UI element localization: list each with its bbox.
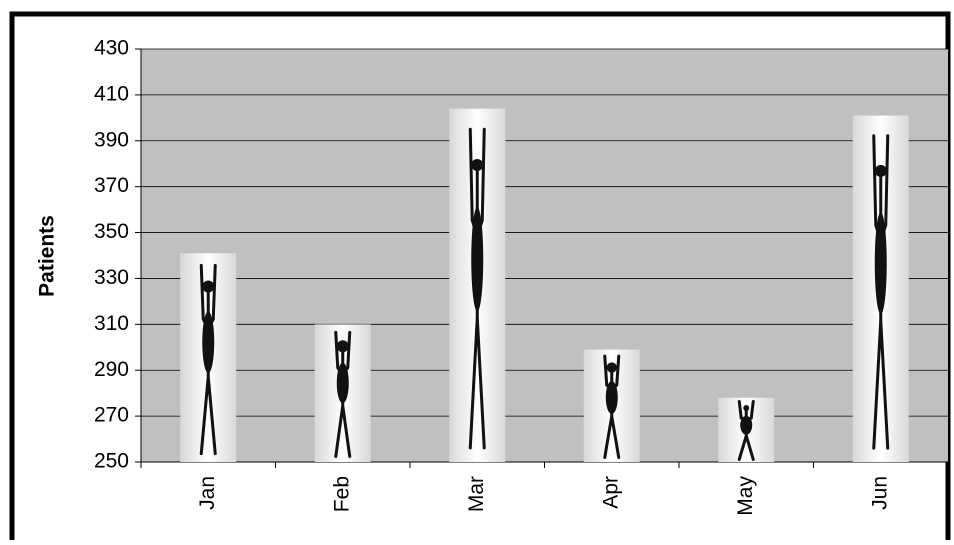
figure-body xyxy=(606,381,618,414)
chart: Patients 250 270 290 310 330 350 370 390 410 430 J… xyxy=(0,0,954,540)
figure-body xyxy=(875,212,887,314)
figure-head xyxy=(875,165,887,177)
figure-head xyxy=(743,405,749,411)
y-tick-label: 250 xyxy=(94,450,129,473)
y-tick-label: 330 xyxy=(94,266,129,289)
y-tick-label: 370 xyxy=(94,174,129,197)
figure-body xyxy=(202,312,214,373)
x-tick-label: Apr xyxy=(599,476,622,509)
x-tick-label: May xyxy=(734,476,757,516)
figure-head xyxy=(471,159,483,171)
y-tick-label: 350 xyxy=(94,220,129,243)
y-tick-label: 410 xyxy=(94,82,129,105)
figure-head xyxy=(202,281,214,293)
y-tick-label: 310 xyxy=(94,312,129,335)
figure-head xyxy=(337,340,349,352)
y-tick-label: 290 xyxy=(94,358,129,381)
y-tick-label: 390 xyxy=(94,128,129,151)
y-tick-label: 430 xyxy=(94,37,129,60)
figure-head xyxy=(607,362,617,372)
x-tick-label: Feb xyxy=(330,476,353,512)
figure-body xyxy=(337,363,349,404)
y-tick-label: 270 xyxy=(94,404,129,427)
x-tick-label: Jun xyxy=(868,476,891,510)
x-tick-label: Jan xyxy=(196,476,219,510)
y-axis-label: Patients xyxy=(36,215,59,297)
figure-body xyxy=(740,416,752,435)
figure-body xyxy=(471,207,483,311)
x-tick-label: Mar xyxy=(465,476,488,512)
plot-area xyxy=(141,49,948,462)
